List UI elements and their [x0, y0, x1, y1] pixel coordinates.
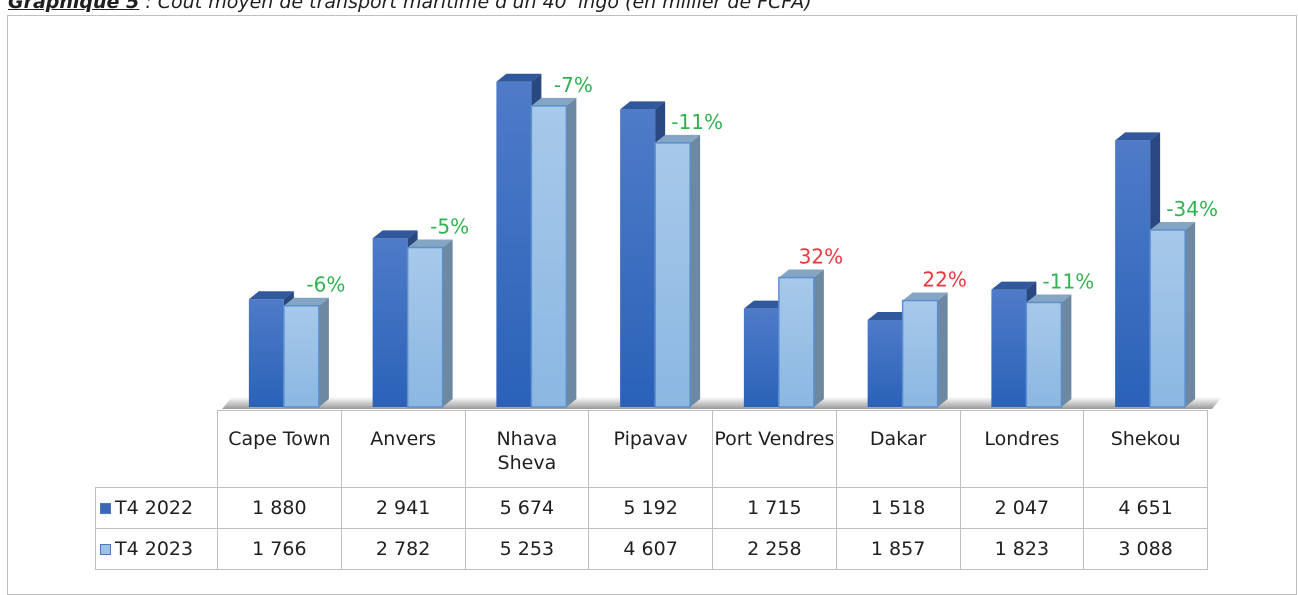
change-label: 32%: [799, 245, 843, 269]
bar-side: [442, 239, 453, 407]
bar-top: [778, 269, 824, 278]
table-row: T4 2023 1 766 2 782 5 253 4 607 2 258 1 857 1 8…: [95, 528, 1208, 570]
bar-front: [620, 109, 656, 408]
bar-front: [654, 142, 691, 408]
bar-top: [1115, 132, 1161, 141]
bar-front: [406, 246, 444, 408]
value-label: 4 607: [588, 528, 713, 570]
legend-cell: T4 2022: [95, 487, 218, 529]
bar-top: [372, 230, 418, 239]
bar: [1149, 221, 1196, 408]
legend-swatch: [100, 544, 111, 555]
bar-side: [937, 292, 948, 407]
legend-cell: T4 2023: [95, 528, 218, 570]
bar-front: [901, 299, 939, 408]
change-label: 22%: [922, 268, 966, 292]
category-label: Nhava Sheva: [464, 410, 590, 488]
bar-top: [743, 300, 789, 309]
bar-side: [566, 97, 577, 407]
category-label: Cape Town: [217, 410, 342, 488]
bar: [901, 292, 948, 408]
table-row: Cape Town Anvers Nhava Sheva Pipavav Port Ve…: [95, 410, 1208, 488]
bar-top: [283, 297, 329, 306]
bar-top: [620, 101, 666, 110]
bar: [654, 134, 701, 408]
data-table: Cape Town Anvers Nhava Sheva Pipavav Port Ve…: [95, 410, 1208, 570]
legend-label: T4 2023: [115, 538, 194, 560]
bar-front: [867, 319, 903, 407]
change-label: -5%: [430, 214, 469, 238]
value-label: 1 766: [217, 528, 342, 570]
category-label: Pipavav: [588, 410, 713, 488]
bar-top: [867, 311, 913, 320]
bar-top: [991, 281, 1037, 290]
value-label: 1 823: [959, 528, 1085, 570]
value-label: 2 782: [340, 528, 466, 570]
bar: [1025, 294, 1072, 408]
bar-top: [1026, 294, 1072, 303]
bar-front: [283, 304, 320, 408]
value-label: 1 880: [217, 487, 342, 529]
bar-front: [372, 238, 408, 407]
bar-front: [496, 81, 532, 407]
bar-top: [496, 73, 542, 82]
chart-title: Graphique 5 : Coût moyen de transport ma…: [8, 0, 812, 13]
bar: [283, 297, 329, 408]
change-label: -34%: [1166, 197, 1218, 221]
bar: [530, 97, 577, 408]
value-label: 2 941: [340, 487, 466, 529]
bar-front: [248, 299, 284, 407]
bar-top: [407, 239, 453, 248]
bar-top: [248, 291, 294, 300]
value-label: 1 857: [835, 528, 961, 570]
bar-front: [991, 289, 1027, 407]
value-label: 1 715: [712, 487, 837, 529]
bar-front: [778, 276, 815, 408]
bar-front: [743, 308, 779, 407]
change-label: -11%: [671, 110, 723, 134]
title-text: : Coût moyen de transport maritime d'un …: [145, 0, 812, 13]
value-label: 5 674: [464, 487, 590, 529]
category-label: Shekou: [1083, 410, 1208, 488]
change-label: -11%: [1043, 269, 1095, 293]
table-row: T4 2022 1 880 2 941 5 674 5 192 1 715 1 518 2 0…: [95, 487, 1208, 529]
bar-top: [531, 97, 577, 106]
bar-side: [1185, 221, 1196, 407]
value-label: 3 088: [1083, 528, 1208, 570]
bar-side: [690, 134, 701, 407]
value-label: 4 651: [1083, 487, 1208, 529]
bar-top: [1150, 221, 1196, 230]
value-label: 1 518: [835, 487, 961, 529]
change-label: -7%: [554, 73, 593, 97]
value-label: 2 258: [712, 528, 837, 570]
bar-front: [1115, 140, 1151, 408]
bar-front: [530, 105, 568, 408]
floor: [222, 397, 1222, 409]
category-label: Anvers: [340, 410, 466, 488]
category-label: Port Vendres: [712, 410, 837, 488]
bar-top: [655, 134, 701, 143]
bar-top: [902, 292, 948, 301]
category-label: Dakar: [835, 410, 961, 488]
value-label: 5 253: [464, 528, 590, 570]
bar-front: [1025, 301, 1063, 408]
change-label: -6%: [306, 273, 345, 297]
value-label: 2 047: [959, 487, 1085, 529]
bar: [778, 269, 824, 408]
legend-swatch: [100, 503, 111, 514]
figure-label: Graphique 5: [8, 0, 140, 13]
bar-side: [1061, 294, 1072, 407]
category-label: Londres: [959, 410, 1085, 488]
corner-cell: [95, 410, 218, 488]
bar-side: [318, 297, 329, 407]
value-label: 5 192: [588, 487, 713, 529]
bar-side: [813, 269, 824, 407]
bar: [406, 239, 453, 408]
bar-front: [1149, 229, 1186, 408]
legend-label: T4 2022: [115, 497, 194, 519]
